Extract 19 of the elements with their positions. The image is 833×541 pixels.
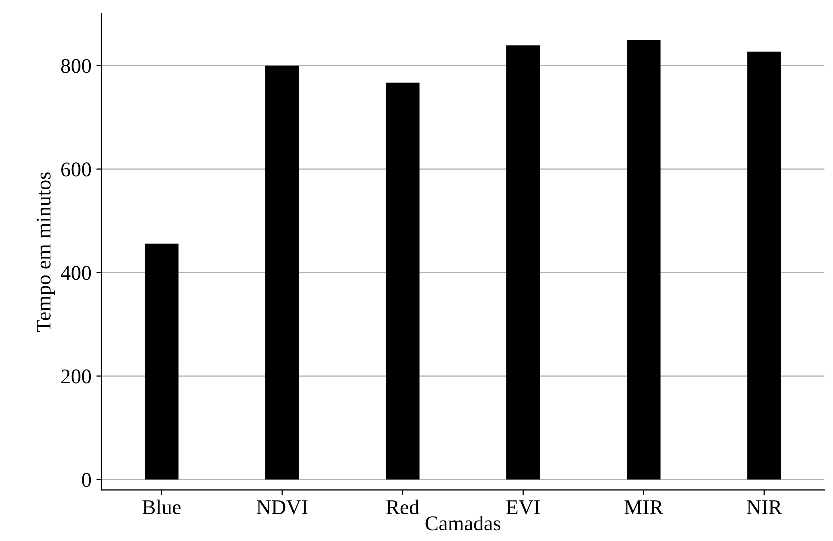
x-tick-label: Blue — [142, 500, 181, 515]
y-axis-title: Tempo em minutos — [36, 172, 56, 332]
y-tick-label: 400 — [61, 266, 92, 280]
y-tick-label: 600 — [62, 162, 92, 177]
x-tick-label: EVI — [506, 500, 540, 515]
x-tick-label: NIR — [747, 500, 782, 514]
x-tick-label: NDVI — [256, 500, 308, 515]
bar — [145, 244, 179, 480]
x-tick-label: MIR — [624, 500, 664, 514]
bar — [748, 52, 782, 480]
bar — [386, 82, 420, 480]
y-tick-label: 800 — [61, 59, 92, 74]
bar — [266, 66, 300, 480]
x-tick-label: Red — [386, 500, 420, 515]
y-tick-label: 0 — [82, 473, 92, 488]
bar — [506, 46, 540, 480]
bar — [627, 40, 661, 480]
y-tick-label: 200 — [62, 370, 92, 384]
x-axis-title: Camadas — [426, 516, 501, 531]
